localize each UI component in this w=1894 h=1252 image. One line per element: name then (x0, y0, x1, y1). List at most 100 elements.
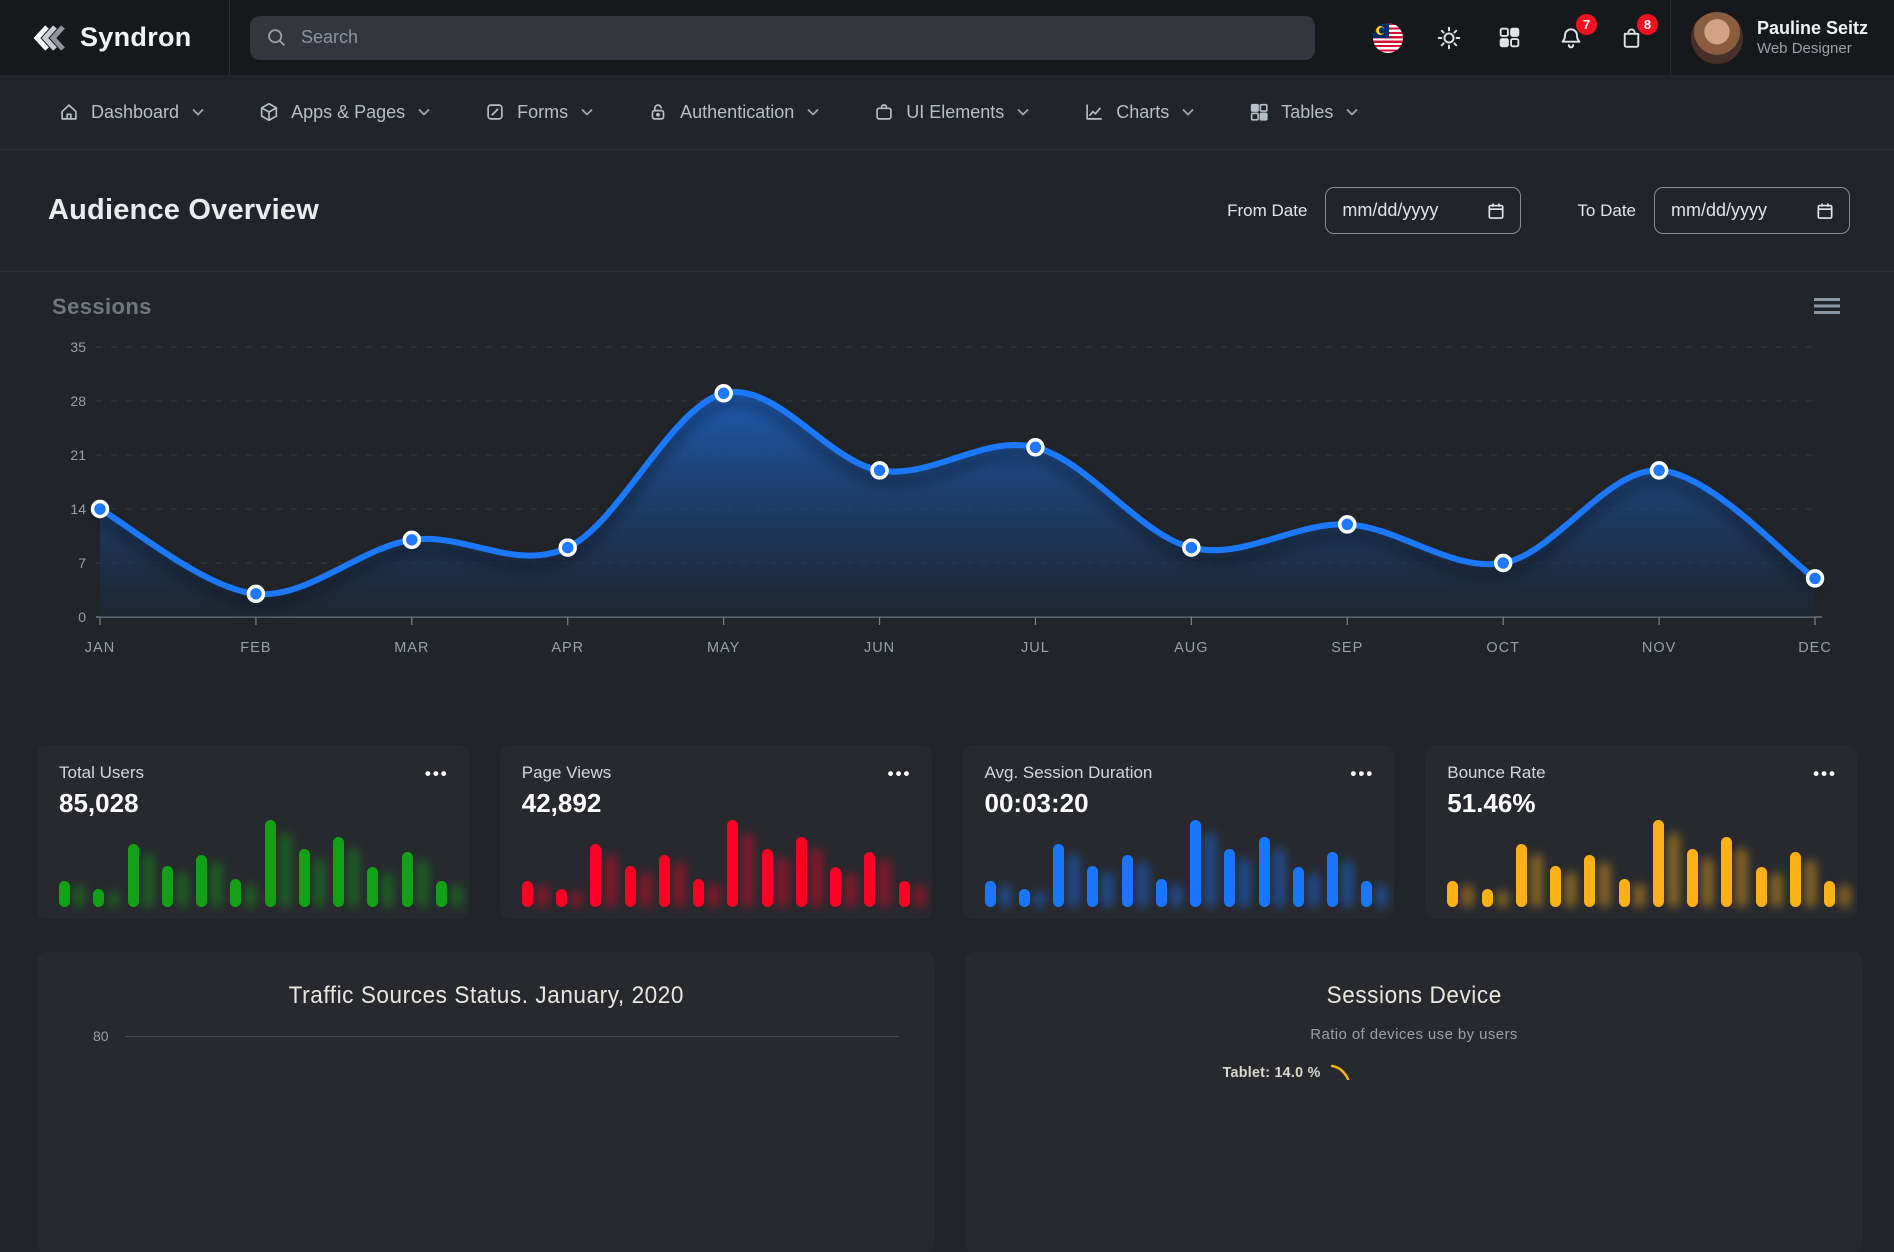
svg-text:14: 14 (70, 501, 86, 517)
spark-bar (93, 815, 120, 907)
card-options-icon[interactable]: ••• (424, 764, 449, 783)
stat-card-bounce-rate: Bounce Rate 51.46% ••• (1425, 745, 1857, 919)
spark-bar (127, 815, 154, 907)
spark-bar (1258, 815, 1285, 907)
cube-icon (260, 102, 278, 122)
spark-bar (1755, 815, 1782, 907)
spark-bar (1087, 815, 1114, 907)
nav-item-forms[interactable]: Forms (484, 101, 593, 123)
svg-text:NOV: NOV (1642, 640, 1676, 656)
svg-text:35: 35 (70, 339, 86, 355)
to-date-label: To Date (1577, 200, 1636, 220)
sessions-title: Sessions (52, 294, 152, 319)
spark-bar (1053, 815, 1079, 907)
sparkline-chart (984, 815, 1388, 907)
sparkline-chart (1447, 815, 1850, 907)
cart-badge: 8 (1636, 13, 1658, 35)
calendar-icon (1488, 203, 1504, 219)
form-icon (487, 104, 503, 120)
annotation-arrow-icon (1330, 1064, 1350, 1080)
spark-bar (1687, 815, 1713, 907)
from-date-input[interactable]: mm/dd/yyyy (1325, 187, 1522, 234)
notifications-button[interactable]: 7 (1555, 13, 1597, 54)
spark-bar (693, 815, 719, 907)
briefcase-icon (876, 104, 892, 120)
apps-grid-button[interactable] (1494, 22, 1526, 54)
spark-bar (1224, 815, 1251, 907)
main-nav: Dashboard Apps & Pages Forms Authenticat… (0, 75, 1894, 150)
stat-value: 00:03:20 (984, 788, 1089, 818)
spark-bar (795, 815, 822, 907)
nav-label: Forms (517, 101, 569, 122)
spark-bar (1155, 815, 1182, 907)
chevron-down-icon (581, 108, 593, 116)
chevron-down-icon (1017, 108, 1029, 116)
svg-text:SEP: SEP (1331, 640, 1363, 656)
search-bar (250, 15, 1315, 60)
calendar-icon (1817, 203, 1833, 219)
card-options-icon[interactable]: ••• (1813, 764, 1837, 783)
spark-bar (196, 815, 222, 907)
stat-card-page-views: Page Views 42,892 ••• (499, 745, 932, 919)
nav-label: UI Elements (906, 101, 1005, 122)
stat-value: 51.46% (1447, 788, 1536, 818)
apps-grid-icon (1500, 27, 1520, 48)
spark-bar (727, 815, 754, 907)
sparkline-chart (59, 815, 462, 907)
hamburger-menu-icon (1814, 298, 1840, 314)
spark-bar (401, 815, 428, 907)
cart-button[interactable]: 8 (1616, 13, 1658, 54)
spark-bar (864, 815, 891, 907)
spark-bar (1789, 815, 1816, 907)
svg-text:JAN: JAN (85, 640, 115, 656)
spark-bar (264, 815, 291, 907)
user-avatar (1690, 11, 1743, 64)
chevron-down-icon (1182, 108, 1194, 116)
card-options-icon[interactable]: ••• (887, 764, 912, 783)
svg-text:MAY: MAY (707, 640, 740, 656)
to-date-placeholder: mm/dd/yyyy (1671, 200, 1768, 220)
lock-icon (651, 104, 665, 120)
nav-item-ui-elements[interactable]: UI Elements (873, 101, 1029, 123)
bell-icon (1561, 27, 1581, 48)
user-menu[interactable]: Pauline Seitz Web Designer (1669, 0, 1894, 75)
traffic-sources-card: Traffic Sources Status. January, 2020 80 (37, 952, 935, 1252)
brand-name: Syndron (80, 22, 192, 52)
traffic-ytick-row: 80 (93, 1028, 899, 1044)
chevron-down-icon (807, 108, 819, 116)
spark-bar (556, 815, 582, 907)
spark-bar (521, 815, 548, 907)
spark-bar (1292, 815, 1319, 907)
brand-logo[interactable]: Syndron (0, 0, 230, 75)
to-date-input[interactable]: mm/dd/yyyy (1654, 187, 1850, 234)
svg-text:APR: APR (551, 640, 584, 656)
card-options-icon[interactable]: ••• (1350, 764, 1375, 783)
svg-text:JUL: JUL (1021, 640, 1050, 656)
spark-bar (1361, 815, 1388, 907)
search-input[interactable] (299, 26, 1299, 49)
language-flag-button[interactable] (1372, 22, 1404, 54)
svg-text:FEB: FEB (240, 640, 271, 656)
user-role: Web Designer (1756, 40, 1852, 57)
nav-item-dashboard[interactable]: Dashboard (58, 101, 204, 123)
spark-bar (658, 815, 685, 907)
sessions-panel: Sessions 0 7 14 21 28 35 JAN FEB MAR APR MAY JUN JUL… (0, 272, 1894, 745)
nav-item-authentication[interactable]: Authentication (647, 101, 819, 123)
theme-toggle-button[interactable] (1433, 22, 1465, 54)
sessions-device-card: Sessions Device Ratio of devices use by … (965, 952, 1863, 1252)
spark-bar (333, 815, 359, 907)
stats-row: Total Users 85,028 ••• Page Views 42,892… (37, 745, 1857, 919)
gridline (124, 1035, 899, 1037)
nav-item-tables[interactable]: Tables (1248, 101, 1358, 123)
svg-text:AUG: AUG (1174, 640, 1208, 656)
nav-label: Apps & Pages (291, 101, 406, 122)
sessions-menu-button[interactable] (1812, 296, 1842, 321)
nav-item-charts[interactable]: Charts (1083, 101, 1194, 123)
top-bar: Syndron (0, 0, 1894, 75)
spark-bar (59, 815, 85, 907)
spark-bar (1721, 815, 1748, 907)
sessions-device-title: Sessions Device (1326, 982, 1502, 1009)
nav-item-apps-pages[interactable]: Apps & Pages (258, 101, 430, 123)
sessions-chart: 0 7 14 21 28 35 JAN FEB MAR APR MAY JUN JUL AUG SEP OCT… (70, 339, 1830, 656)
table-grid-icon (1251, 103, 1268, 121)
